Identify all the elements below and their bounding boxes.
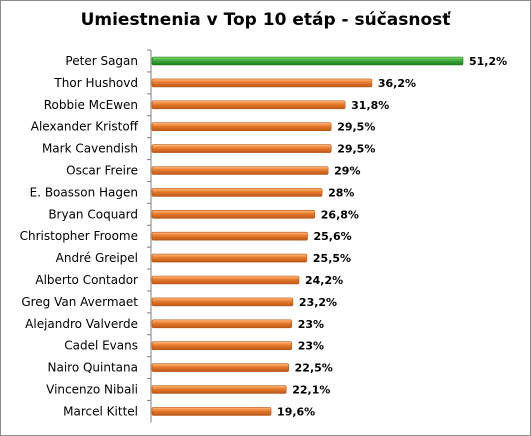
value-label: 23%	[298, 340, 324, 353]
category-label: Nairo Quintana	[48, 361, 139, 375]
bar	[151, 78, 373, 88]
value-label: 23,2%	[299, 296, 337, 309]
category-label: Christopher Froome	[20, 229, 138, 243]
category-label: Bryan Coquard	[48, 207, 138, 221]
category-label: Alejandro Valverde	[25, 317, 138, 331]
category-label: Cadel Evans	[64, 339, 138, 353]
value-label: 28%	[328, 186, 354, 199]
bar	[151, 319, 293, 329]
bar	[151, 363, 289, 372]
value-label: 22,1%	[292, 384, 330, 397]
category-label: Marcel Kittel	[63, 404, 138, 418]
category-label: Robbie McEwen	[44, 98, 138, 112]
bar	[151, 407, 272, 416]
category-label: Peter Sagan	[65, 54, 138, 68]
bar	[151, 210, 316, 219]
category-label: Alexander Kristoff	[31, 120, 139, 134]
value-label: 36,2%	[378, 77, 416, 90]
category-label: André Greipel	[56, 251, 138, 265]
bar	[151, 100, 346, 110]
bar	[151, 166, 329, 175]
value-label: 29,5%	[337, 143, 375, 156]
category-label: Greg Van Avermaet	[21, 295, 138, 309]
bar	[151, 144, 332, 153]
category-label: Vincenzo Nibali	[46, 383, 138, 397]
value-label: 22,5%	[295, 362, 333, 375]
bar	[151, 275, 300, 285]
value-label: 29,5%	[337, 121, 375, 134]
bar	[151, 341, 293, 351]
value-label: 26,8%	[321, 208, 359, 221]
value-label: 25,6%	[314, 230, 352, 243]
bar	[151, 188, 323, 197]
value-label: 19,6%	[277, 405, 315, 418]
value-label: 51,2%	[469, 55, 507, 68]
bar	[151, 253, 308, 263]
bar	[151, 297, 294, 307]
bar	[151, 231, 308, 241]
category-label: Thor Hushovd	[53, 76, 138, 90]
bar	[151, 122, 332, 131]
category-label: Mark Cavendish	[42, 142, 138, 156]
chart-title: Umiestnenia v Top 10 etáp - súčasnosť	[80, 10, 451, 30]
bar	[151, 385, 287, 394]
value-label: 25,5%	[313, 252, 351, 265]
value-label: 31,8%	[351, 99, 389, 112]
value-label: 24,2%	[305, 274, 343, 287]
category-label: Oscar Freire	[66, 164, 138, 178]
value-label: 29%	[334, 165, 360, 178]
category-label: Alberto Contador	[35, 273, 138, 287]
category-label: E. Boasson Hagen	[30, 185, 138, 199]
value-label: 23%	[298, 318, 324, 331]
bar-highlighted	[151, 56, 464, 66]
